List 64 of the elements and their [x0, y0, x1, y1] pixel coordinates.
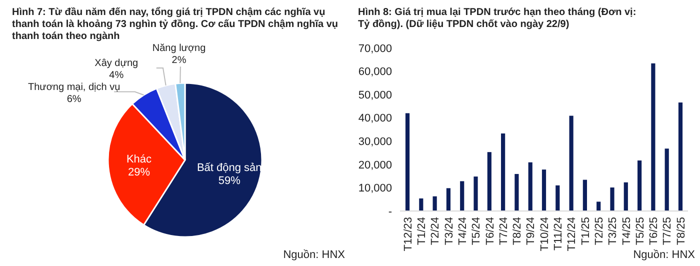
bar [610, 187, 614, 211]
slice-label: Khác [126, 153, 152, 166]
x-tick-label: T4/25 [620, 217, 633, 246]
bar [405, 113, 410, 211]
x-tick-label: T7/24 [498, 217, 510, 246]
bar [542, 170, 546, 211]
x-tick-label: T10/24 [538, 217, 551, 252]
x-tick-label: T2/25 [593, 217, 606, 246]
y-tick-label: 10,000 [358, 182, 392, 195]
x-tick-label: T5/25 [634, 217, 646, 246]
slice-label: Xây dựng [94, 58, 138, 69]
text: Nguồn: HNX [283, 249, 346, 261]
bar [678, 102, 683, 211]
bar [582, 180, 587, 211]
x-tick-label: T1/24 [416, 217, 428, 246]
y-tick-label: 20,000 [358, 159, 392, 172]
bar [419, 198, 424, 211]
bar [474, 176, 478, 211]
bar [487, 152, 492, 211]
y-tick-label: 60,000 [358, 66, 392, 78]
chart-title: Hình 7: Từ đầu năm đến nay, tổng giá trị TPDN chậm các nghĩa vụ thanh toán là khoảng 73 nghìn tỷ đồng. Cơ cấu TPDN chậm nghĩa vụ thanh toán theo ngành [12, 6, 338, 42]
x-tick-label: T11/24 [552, 217, 564, 250]
x-tick-label: T12/24 [566, 217, 578, 252]
data-label: 59% [218, 174, 241, 187]
slice-label: Thương mại, dịch vụ [28, 82, 120, 93]
bar [528, 162, 532, 211]
bar [514, 174, 519, 211]
bar [638, 160, 642, 211]
y-tick-label: - [388, 206, 392, 218]
x-tick-label: T8/25 [675, 217, 688, 246]
bar [501, 133, 506, 211]
x-tick-label: T12/23 [402, 217, 414, 252]
x-tick-label: T9/24 [525, 217, 538, 246]
x-tick-label: T8/24 [512, 217, 524, 246]
chart-title: Hình 8: Giá trị mua lại TPDN trước hạn theo tháng (Đơn vị: Tỷ đồng). (Dữ liệu TPDN chốt vào ngày 22/9) [358, 7, 636, 30]
bar [446, 188, 451, 211]
data-label: 6% [66, 94, 82, 105]
data-label: 4% [109, 70, 124, 81]
bar [651, 63, 656, 211]
y-tick-label: 30,000 [358, 136, 392, 148]
bar [569, 116, 574, 211]
bar [624, 182, 628, 211]
slice-label: Bất động sản [196, 162, 262, 174]
x-tick-label: T6/24 [484, 217, 496, 246]
x-tick-label: T4/24 [456, 217, 469, 246]
x-tick-label: T3/25 [607, 217, 620, 246]
y-tick-label: 40,000 [358, 112, 392, 125]
x-tick-label: T2/24 [430, 217, 442, 246]
y-tick-label: 50,000 [358, 89, 392, 102]
y-tick-label: 70,000 [358, 42, 392, 55]
bar [596, 202, 601, 211]
text: Nguồn: HNX [633, 249, 696, 261]
bar [432, 196, 437, 211]
data-label: 2% [172, 55, 186, 66]
x-tick-label: T3/24 [443, 217, 456, 246]
slice-label: Năng lượng [152, 43, 206, 54]
x-tick-label: T1/25 [580, 217, 592, 246]
bar [664, 148, 669, 211]
bar [556, 185, 560, 211]
x-tick-label: T5/24 [470, 217, 483, 246]
x-tick-label: T7/25 [662, 217, 674, 246]
x-tick-label: T6/25 [648, 217, 660, 246]
bar [460, 181, 464, 211]
data-label: 29% [128, 166, 150, 178]
